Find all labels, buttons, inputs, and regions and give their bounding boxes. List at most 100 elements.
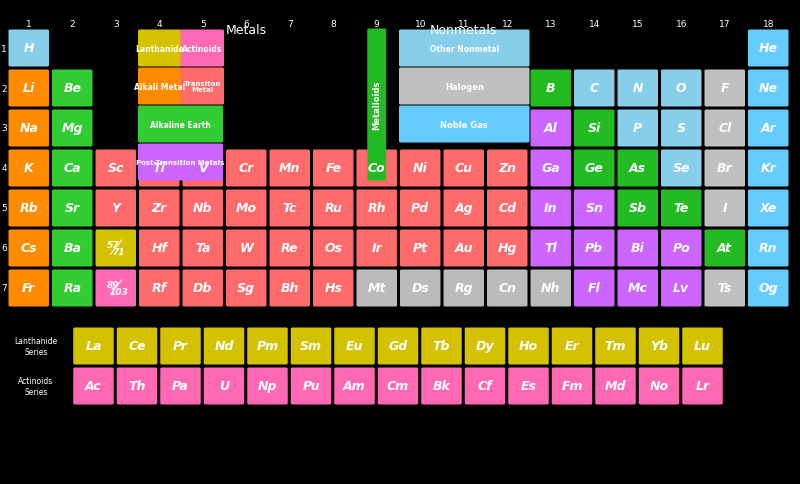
FancyBboxPatch shape — [138, 68, 182, 106]
FancyBboxPatch shape — [74, 328, 114, 365]
Text: La: La — [86, 340, 102, 353]
Text: Br: Br — [717, 162, 733, 175]
Text: 15: 15 — [632, 20, 643, 29]
Text: 103: 103 — [110, 288, 128, 297]
FancyBboxPatch shape — [661, 190, 702, 227]
Text: Cm: Cm — [387, 380, 409, 393]
FancyBboxPatch shape — [422, 328, 462, 365]
FancyBboxPatch shape — [638, 328, 679, 365]
Text: Be: Be — [63, 82, 82, 95]
Text: Ga: Ga — [542, 162, 560, 175]
FancyBboxPatch shape — [357, 270, 397, 307]
FancyBboxPatch shape — [443, 230, 484, 267]
FancyBboxPatch shape — [443, 270, 484, 307]
Text: 18: 18 — [762, 20, 774, 29]
Text: Alkaline Earth: Alkaline Earth — [150, 120, 211, 129]
FancyBboxPatch shape — [748, 190, 789, 227]
FancyBboxPatch shape — [313, 150, 354, 187]
Text: Tc: Tc — [282, 202, 297, 215]
Text: Rg: Rg — [454, 282, 473, 295]
Text: Nonmetals: Nonmetals — [430, 24, 498, 37]
Text: Cf: Cf — [478, 380, 492, 393]
Text: U: U — [219, 380, 229, 393]
Text: Ac: Ac — [85, 380, 102, 393]
Text: 7: 7 — [1, 284, 7, 293]
Text: 14: 14 — [589, 20, 600, 29]
FancyBboxPatch shape — [748, 150, 789, 187]
FancyBboxPatch shape — [9, 190, 49, 227]
Text: Mn: Mn — [279, 162, 301, 175]
FancyBboxPatch shape — [618, 270, 658, 307]
Text: Ne: Ne — [758, 82, 778, 95]
FancyBboxPatch shape — [290, 368, 331, 405]
FancyBboxPatch shape — [138, 30, 182, 67]
FancyBboxPatch shape — [443, 190, 484, 227]
Text: Ca: Ca — [63, 162, 81, 175]
FancyBboxPatch shape — [661, 270, 702, 307]
FancyBboxPatch shape — [181, 68, 224, 106]
FancyBboxPatch shape — [95, 190, 136, 227]
Text: 17: 17 — [719, 20, 730, 29]
FancyBboxPatch shape — [618, 70, 658, 107]
Text: Bh: Bh — [281, 282, 299, 295]
FancyBboxPatch shape — [487, 270, 527, 307]
FancyBboxPatch shape — [160, 368, 201, 405]
FancyBboxPatch shape — [487, 190, 527, 227]
FancyBboxPatch shape — [705, 70, 745, 107]
Text: Ho: Ho — [519, 340, 538, 353]
Text: Al: Al — [544, 122, 558, 135]
FancyBboxPatch shape — [9, 150, 49, 187]
Text: Se: Se — [673, 162, 690, 175]
FancyBboxPatch shape — [52, 190, 93, 227]
Text: 1: 1 — [26, 20, 32, 29]
Text: Eu: Eu — [346, 340, 363, 353]
Text: He: He — [758, 43, 778, 55]
Text: Pt: Pt — [413, 242, 428, 255]
FancyBboxPatch shape — [705, 110, 745, 147]
Text: Bk: Bk — [433, 380, 450, 393]
Text: Lanthanide
Series: Lanthanide Series — [14, 336, 58, 356]
Text: Sg: Sg — [238, 282, 255, 295]
FancyBboxPatch shape — [530, 150, 571, 187]
Text: O: O — [676, 82, 686, 95]
Text: Os: Os — [324, 242, 342, 255]
Text: Mg: Mg — [62, 122, 83, 135]
FancyBboxPatch shape — [95, 230, 136, 267]
FancyBboxPatch shape — [552, 328, 592, 365]
FancyBboxPatch shape — [9, 30, 49, 67]
FancyBboxPatch shape — [748, 230, 789, 267]
Text: Nb: Nb — [193, 202, 213, 215]
Text: Zn: Zn — [498, 162, 516, 175]
FancyBboxPatch shape — [117, 368, 158, 405]
FancyBboxPatch shape — [508, 368, 549, 405]
Text: Sb: Sb — [629, 202, 646, 215]
FancyBboxPatch shape — [574, 270, 614, 307]
FancyBboxPatch shape — [748, 110, 789, 147]
Text: 8: 8 — [330, 20, 336, 29]
FancyBboxPatch shape — [400, 230, 441, 267]
Text: 12: 12 — [502, 20, 513, 29]
FancyBboxPatch shape — [400, 190, 441, 227]
FancyBboxPatch shape — [618, 230, 658, 267]
FancyBboxPatch shape — [530, 270, 571, 307]
Text: Hs: Hs — [324, 282, 342, 295]
FancyBboxPatch shape — [574, 150, 614, 187]
Text: H: H — [23, 43, 34, 55]
Text: Lu: Lu — [694, 340, 711, 353]
Text: Kr: Kr — [760, 162, 776, 175]
Text: Cr: Cr — [238, 162, 254, 175]
FancyBboxPatch shape — [139, 190, 179, 227]
Text: Dy: Dy — [476, 340, 494, 353]
FancyBboxPatch shape — [226, 230, 266, 267]
Text: K: K — [24, 162, 34, 175]
Text: 10: 10 — [414, 20, 426, 29]
Text: Lanthanide: Lanthanide — [135, 45, 184, 53]
Text: Si: Si — [588, 122, 601, 135]
Text: Pr: Pr — [173, 340, 188, 353]
FancyBboxPatch shape — [465, 368, 506, 405]
FancyBboxPatch shape — [9, 110, 49, 147]
Text: Pd: Pd — [411, 202, 430, 215]
FancyBboxPatch shape — [138, 106, 223, 143]
Text: 9: 9 — [374, 20, 380, 29]
FancyBboxPatch shape — [139, 230, 179, 267]
